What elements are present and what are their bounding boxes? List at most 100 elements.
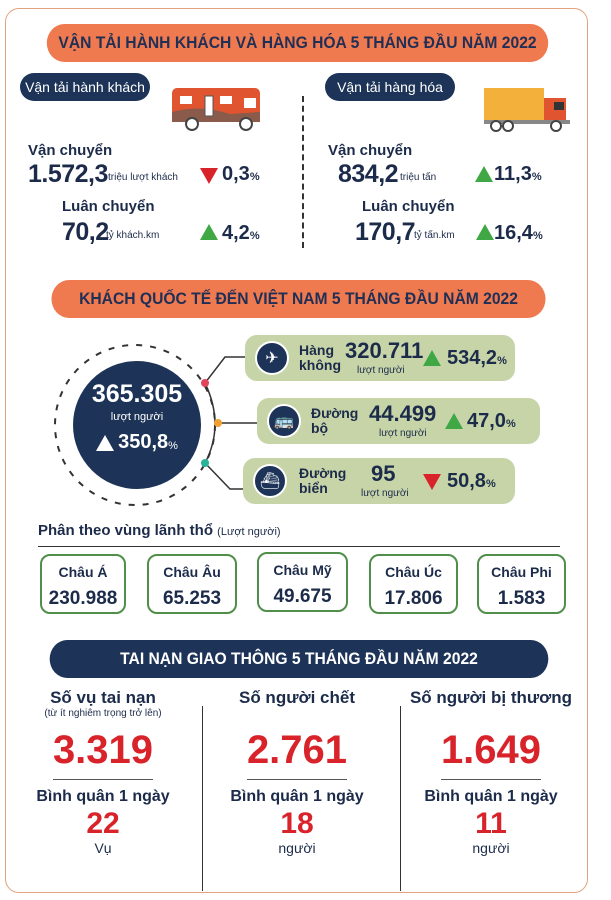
region-name: Châu Mỹ xyxy=(273,562,332,578)
region-unit: (Lượt người) xyxy=(217,526,281,538)
cargo-rotation-unit: tỷ tấn.km xyxy=(414,230,455,241)
pct-value: 4,2 xyxy=(222,222,250,244)
region-asia: Châu Á 230.988 xyxy=(40,554,126,614)
pct-value: 50,8 xyxy=(447,470,486,492)
column-divider xyxy=(202,706,203,891)
region-value: 230.988 xyxy=(48,588,118,609)
infographic-frame xyxy=(5,8,588,893)
passenger-carry-pct: 0,3% xyxy=(222,163,260,186)
pct-sign: % xyxy=(497,355,507,367)
cargo-carry-label: Vận chuyển xyxy=(328,142,413,159)
pct-sign: % xyxy=(505,418,516,430)
down-triangle-icon xyxy=(200,168,218,184)
column-value: 3.319 xyxy=(52,728,154,772)
region-africa: Châu Phi 1.583 xyxy=(477,554,566,614)
region-title-text: Phân theo vùng lãnh thổ xyxy=(38,522,213,539)
avg-unit: người xyxy=(472,840,510,856)
pct-sign: % xyxy=(531,171,542,183)
column-subtitle xyxy=(396,708,586,722)
passenger-rotation-value: 70,2 xyxy=(62,218,109,246)
pct-sign: % xyxy=(249,230,260,242)
total-unit: lượt người xyxy=(110,411,164,423)
region-name: Châu Úc xyxy=(385,564,442,580)
bus-icon: 🚌 xyxy=(267,404,301,438)
cargo-rotation-label: Luân chuyển xyxy=(362,198,455,215)
mode-label: Đường biển xyxy=(299,466,346,496)
avg-value: 11 xyxy=(475,807,507,840)
airplane-icon: ✈ xyxy=(255,341,289,375)
bus-icon xyxy=(172,88,260,131)
region-divider xyxy=(38,546,560,547)
accident-deaths: Số người chết 2.761 Bình quân 1 ngày 18 … xyxy=(202,688,392,856)
cargo-pill: Vận tải hàng hóa xyxy=(325,73,455,101)
passenger-pill: Vận tải hành khách xyxy=(20,73,150,101)
total-value: 365.305 xyxy=(91,380,183,408)
avg-label: Bình quân 1 ngày xyxy=(424,788,558,805)
down-triangle-icon xyxy=(423,474,441,490)
pct-value: 350,8 xyxy=(118,431,169,453)
pct-value: 16,4 xyxy=(494,222,533,244)
column-title: Số người chết xyxy=(238,688,355,707)
pct-sign: % xyxy=(168,439,178,452)
mode-line2: không xyxy=(299,357,341,373)
mode-line1: Đường xyxy=(299,465,347,481)
column-value: 2.761 xyxy=(246,728,348,772)
mode-pct: 534,2% xyxy=(447,347,507,370)
mode-unit: lượt người xyxy=(357,365,405,376)
total-visitors: 365.305 lượt người 350,8% xyxy=(77,380,197,454)
transport-header: VẬN TẢI HÀNH KHÁCH VÀ HÀNG HÓA 5 THÁNG Đ… xyxy=(46,24,549,62)
mode-line2: biển xyxy=(299,480,328,496)
mode-label: Đường bộ xyxy=(311,406,358,436)
avg-value: 18 xyxy=(280,807,314,840)
section-divider xyxy=(302,96,304,248)
region-name: Châu Phi xyxy=(491,564,552,580)
mode-unit: lượt người xyxy=(379,428,427,439)
mode-value: 320.711 xyxy=(345,338,424,363)
region-value: 1.583 xyxy=(497,588,546,609)
mode-pct: 47,0% xyxy=(467,410,516,433)
cargo-rotation-pct: 16,4% xyxy=(494,222,543,245)
region-title: Phân theo vùng lãnh thổ (Lượt người) xyxy=(38,522,281,539)
underline xyxy=(247,779,347,780)
passenger-rotation-label: Luân chuyển xyxy=(62,198,155,215)
column-value: 1.649 xyxy=(440,728,542,772)
accidents-header: TAI NẠN GIAO THÔNG 5 THÁNG ĐẦU NĂM 2022 xyxy=(49,640,549,678)
mode-line2: bộ xyxy=(311,420,329,436)
passenger-carry-unit: triệu lượt khách xyxy=(108,172,178,183)
up-triangle-icon xyxy=(423,350,441,366)
pct-value: 47,0 xyxy=(467,410,506,432)
passenger-carry-value: 1.572,3 xyxy=(28,160,108,188)
column-title: Số người bị thương xyxy=(409,688,573,707)
region-name: Châu Âu xyxy=(163,564,221,580)
avg-label: Bình quân 1 ngày xyxy=(36,788,170,805)
underline xyxy=(53,779,153,780)
up-triangle-icon xyxy=(200,224,218,240)
mode-label: Hàng không xyxy=(299,343,341,373)
passenger-rotation-pct: 4,2% xyxy=(222,222,260,245)
up-triangle-icon xyxy=(475,166,493,182)
pct-sign: % xyxy=(485,478,496,490)
up-triangle-icon xyxy=(445,413,463,429)
cargo-carry-pct: 11,3% xyxy=(494,163,542,186)
underline xyxy=(441,779,541,780)
region-value: 65.253 xyxy=(162,588,222,609)
pct-sign: % xyxy=(249,171,260,183)
mode-pct: 50,8% xyxy=(447,470,496,493)
ship-icon: ⛴ xyxy=(253,464,287,498)
region-value: 17.806 xyxy=(384,588,443,609)
total-connector-graphic xyxy=(54,344,257,506)
up-triangle-icon xyxy=(476,224,494,240)
region-america: Châu Mỹ 49.675 xyxy=(257,552,348,612)
avg-value: 22 xyxy=(86,807,120,840)
passenger-carry-label: Vận chuyển xyxy=(28,142,113,159)
region-name: Châu Á xyxy=(58,564,108,580)
up-triangle-icon xyxy=(96,434,115,451)
mode-road: 🚌 Đường bộ 44.499 lượt người 47,0% xyxy=(257,398,540,444)
accident-cases: Số vụ tai nạn (từ ít nghiêm trọng trở lê… xyxy=(8,688,198,856)
cargo-rotation-value: 170,7 xyxy=(355,218,416,246)
mode-sea: ⛴ Đường biển 95 lượt người 50,8% xyxy=(243,458,515,504)
region-europe: Châu Âu 65.253 xyxy=(147,554,237,614)
avg-unit: Vụ xyxy=(94,840,112,856)
cargo-carry-unit: triệu tấn xyxy=(400,172,437,183)
mode-line1: Hàng xyxy=(299,342,334,358)
